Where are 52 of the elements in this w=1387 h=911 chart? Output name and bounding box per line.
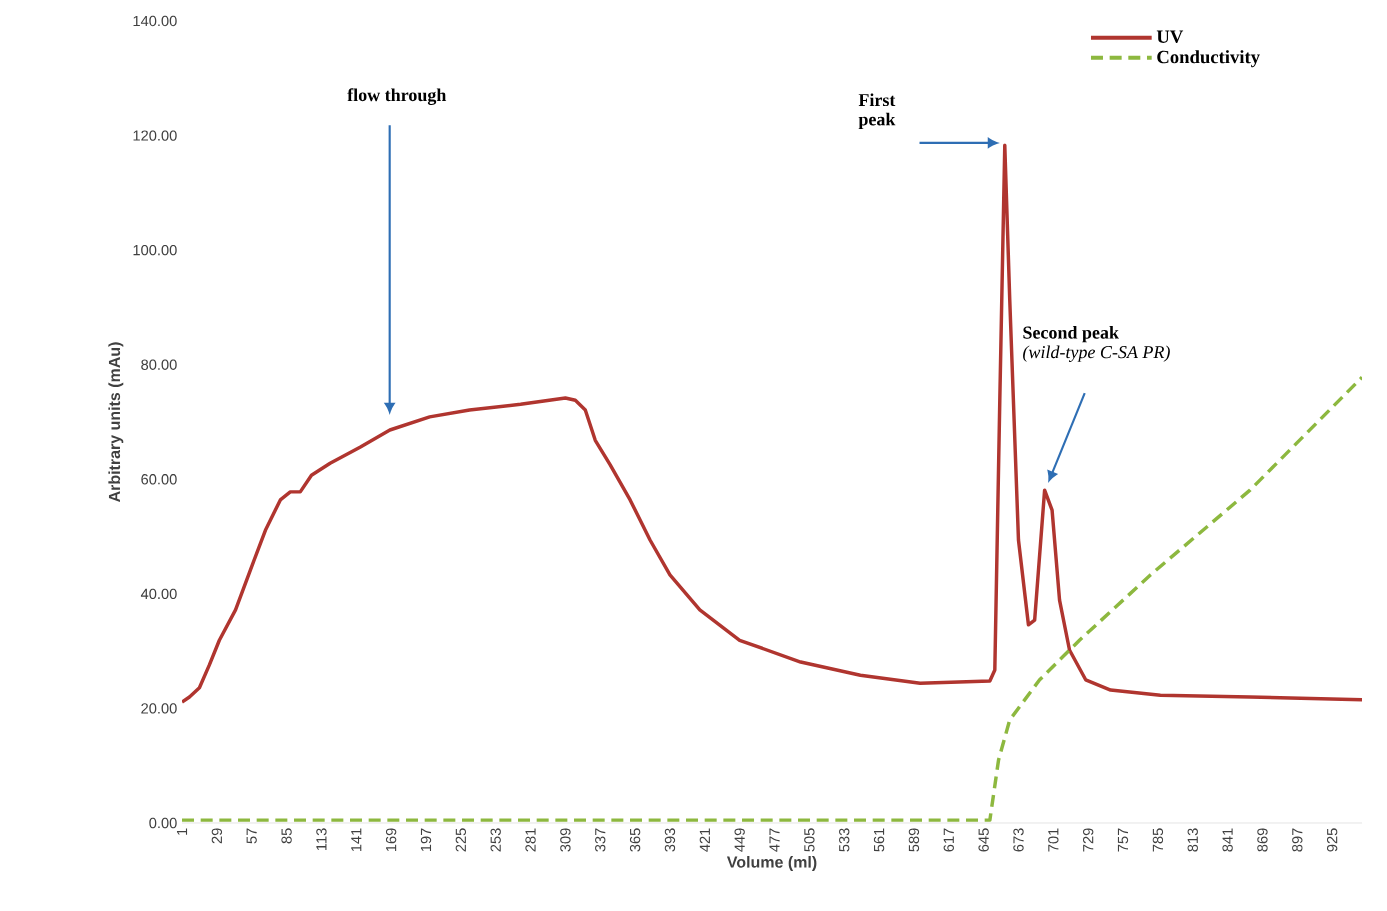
- legend-label: Conductivity: [1157, 50, 1260, 68]
- x-tick-label: 113: [316, 828, 327, 850]
- y-axis-title: Arbitrary units (mAu): [108, 342, 124, 503]
- x-tick-label: 729: [1083, 828, 1094, 852]
- line-series: [182, 375, 1363, 822]
- x-tick-label: 841: [1222, 828, 1233, 852]
- y-tick-label: 0.00: [149, 817, 177, 829]
- x-tick-label: 757: [1117, 828, 1129, 852]
- x-tick-label: 505: [804, 828, 815, 852]
- annotation: Second peak: [1023, 326, 1119, 343]
- x-tick-label: 785: [1152, 828, 1164, 852]
- x-tick-label: 421: [699, 828, 710, 852]
- x-tick-label: 337: [595, 828, 606, 852]
- y-tick-label: 120.00: [133, 130, 177, 141]
- annotation: (wild-type C-SA PR): [1023, 345, 1170, 362]
- y-tick-label: 140.00: [133, 15, 177, 27]
- x-tick-label: 533: [839, 828, 850, 852]
- line-series: [182, 143, 1363, 704]
- x-tick-label: 869: [1257, 828, 1268, 852]
- x-tick-label: 141: [351, 828, 362, 852]
- x-tick-label: 813: [1187, 828, 1198, 852]
- annotation: flow through: [347, 88, 447, 105]
- x-tick-label: 477: [769, 828, 780, 852]
- y-tick-label: 80.00: [141, 359, 177, 370]
- y-tick-label: 20.00: [141, 703, 177, 714]
- y-tick-label: 100.00: [133, 244, 177, 256]
- x-tick-label: 253: [490, 828, 501, 852]
- x-tick-label: 897: [1292, 828, 1303, 852]
- x-tick-label: 309: [560, 828, 571, 852]
- x-tick-label: 617: [943, 828, 954, 852]
- x-tick-label: 29: [211, 828, 223, 844]
- legend-label: UV: [1156, 30, 1184, 44]
- x-tick-label: 589: [908, 828, 920, 852]
- annotation: First peak: [858, 93, 896, 130]
- x-tick-label: 701: [1048, 828, 1059, 852]
- x-tick-label: 281: [525, 828, 536, 852]
- x-tick-label: 1: [176, 828, 188, 835]
- x-tick-label: 673: [1013, 828, 1024, 852]
- x-tick-label: 57: [246, 828, 257, 844]
- x-tick-label: 169: [385, 828, 397, 852]
- x-tick-label: 393: [664, 828, 676, 852]
- x-tick-label: 645: [978, 828, 989, 852]
- x-tick-label: 365: [629, 828, 641, 852]
- y-tick-label: 60.00: [141, 474, 177, 485]
- x-axis-title: Volume (ml): [726, 856, 817, 871]
- x-tick-label: 561: [873, 828, 885, 852]
- x-tick-label: 197: [420, 828, 432, 852]
- x-tick-label: 225: [455, 828, 467, 852]
- x-tick-label: 925: [1326, 828, 1338, 852]
- x-tick-label: 85: [281, 828, 292, 844]
- x-tick-label: 449: [734, 828, 745, 852]
- y-tick-label: 40.00: [140, 588, 177, 600]
